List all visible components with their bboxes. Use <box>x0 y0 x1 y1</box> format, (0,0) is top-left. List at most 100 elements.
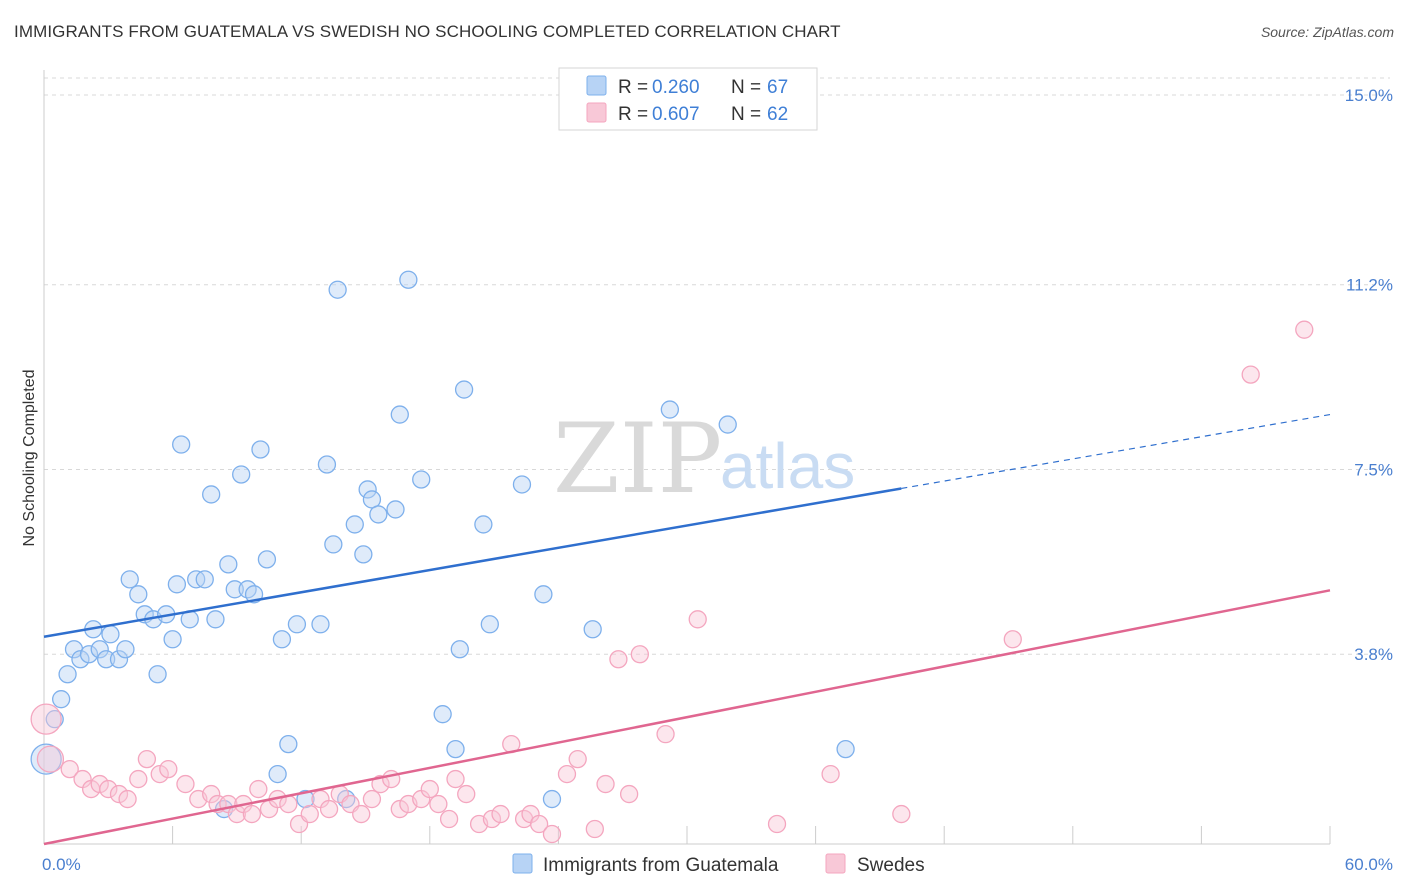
guatemala-point <box>206 610 225 629</box>
swedes-point <box>446 769 465 789</box>
swedes-point <box>60 759 79 779</box>
swedes-point <box>242 804 262 824</box>
guatemala-point <box>163 630 182 649</box>
axes <box>43 70 1331 845</box>
swedes-point <box>99 779 118 799</box>
guatemala-point <box>718 415 737 434</box>
guatemala-point <box>45 710 64 729</box>
guatemala-point <box>296 789 315 809</box>
guatemala-point <box>279 734 298 754</box>
guatemala-point <box>97 650 116 669</box>
bottom-legend-swatch-swedes <box>825 853 846 874</box>
swedes-point <box>821 764 840 784</box>
guatemala-trend-line <box>43 487 902 638</box>
guatemala-point <box>272 630 292 649</box>
swedes-point <box>596 774 615 794</box>
guatemala-point <box>474 515 493 534</box>
legend-r-value: 0.260 <box>652 77 700 98</box>
guatemala-point <box>454 380 474 399</box>
guatemala-trend-extension <box>901 413 1331 490</box>
swedes-point <box>542 824 562 844</box>
swedes-point <box>249 779 268 799</box>
y-tick-label: 7.5% <box>1354 460 1393 479</box>
y-tick-label: 15.0% <box>1345 86 1393 105</box>
guatemala-point <box>583 620 602 639</box>
swedes-point <box>129 769 148 789</box>
guatemala-point <box>148 665 167 684</box>
guatemala-point <box>232 465 251 484</box>
swedes-point <box>585 819 604 839</box>
guatemala-point <box>79 645 99 664</box>
guatemala-point <box>836 739 855 759</box>
swedes-point <box>30 703 62 735</box>
swedes-point <box>36 745 65 773</box>
y-tick-label: 11.2% <box>1346 276 1393 295</box>
x-tick-label: 60.0% <box>1345 855 1393 874</box>
swedes-point <box>90 774 109 794</box>
swedes-point <box>429 794 448 814</box>
guatemala-point <box>287 615 307 634</box>
legend-r-value: 0.607 <box>652 104 700 125</box>
guatemala-point <box>512 475 532 494</box>
guatemala-point <box>30 743 62 775</box>
guatemala-point <box>251 440 270 459</box>
swedes-point <box>457 784 476 804</box>
guatemala-point <box>399 270 418 289</box>
legend-n-label: N = <box>731 104 761 125</box>
x-tick-label: 0.0% <box>42 855 81 874</box>
swedes-point <box>319 799 339 819</box>
swedes-point <box>688 610 707 629</box>
swedes-point <box>529 814 549 834</box>
swedes-point <box>390 799 409 819</box>
bottom-legend-swedes: Swedes <box>857 855 925 876</box>
watermark-atlas: atlas <box>720 430 855 502</box>
guatemala-point <box>542 789 562 809</box>
guatemala-point <box>412 470 431 489</box>
guatemala-point <box>446 739 465 759</box>
swedes-point <box>767 814 787 834</box>
guatemala-point <box>386 500 405 519</box>
guatemala-point <box>116 640 135 659</box>
swedes-point <box>109 784 129 804</box>
guatemala-point <box>390 405 409 424</box>
guatemala-point <box>480 615 499 634</box>
swedes-point <box>439 809 459 829</box>
guatemala-point <box>90 640 109 659</box>
guatemala-point <box>345 515 364 534</box>
guatemala-point <box>311 615 330 634</box>
guatemala-point <box>225 580 244 599</box>
guatemala-point <box>354 545 373 564</box>
guatemala-point <box>369 505 388 524</box>
legend-swatch-guatemala <box>586 75 607 96</box>
legend: R = 0.260 N = 67 R = 0.607 N = 62 <box>558 67 818 131</box>
swedes-point <box>137 749 157 769</box>
swedes-point <box>656 724 675 744</box>
guatemala-point <box>172 435 191 454</box>
source-label: Source: ZipAtlas.com <box>1260 24 1394 40</box>
watermark-zip: ZIP <box>553 403 722 515</box>
swedes-point <box>362 789 382 809</box>
trend-lines <box>43 413 1331 846</box>
guatemala-point <box>433 705 452 724</box>
swedes-point <box>491 804 510 824</box>
y-axis-label: No Schooling Completed <box>21 370 38 547</box>
swedes-point <box>159 759 178 779</box>
swedes-point <box>118 789 137 809</box>
x-tick-labels: 0.0% 60.0% <box>42 855 1393 874</box>
guatemala-point <box>328 280 347 299</box>
guatemala-point <box>219 555 238 574</box>
guatemala-point <box>257 550 277 569</box>
legend-r-label: R = <box>618 104 648 125</box>
guatemala-point <box>450 640 469 659</box>
grid-lines <box>44 77 1390 655</box>
y-tick-label: 3.8% <box>1354 645 1393 664</box>
guatemala-point <box>534 585 553 604</box>
swedes-point <box>1003 630 1022 649</box>
swedes-point <box>420 779 439 799</box>
chart-title: IMMIGRANTS FROM GUATEMALA VS SWEDISH NO … <box>14 22 841 41</box>
swedes-point <box>1241 365 1260 384</box>
guatemala-point <box>109 650 129 669</box>
swedes-trend-line <box>43 589 1331 846</box>
swedes-point <box>568 749 587 769</box>
guatemala-point <box>101 625 120 644</box>
